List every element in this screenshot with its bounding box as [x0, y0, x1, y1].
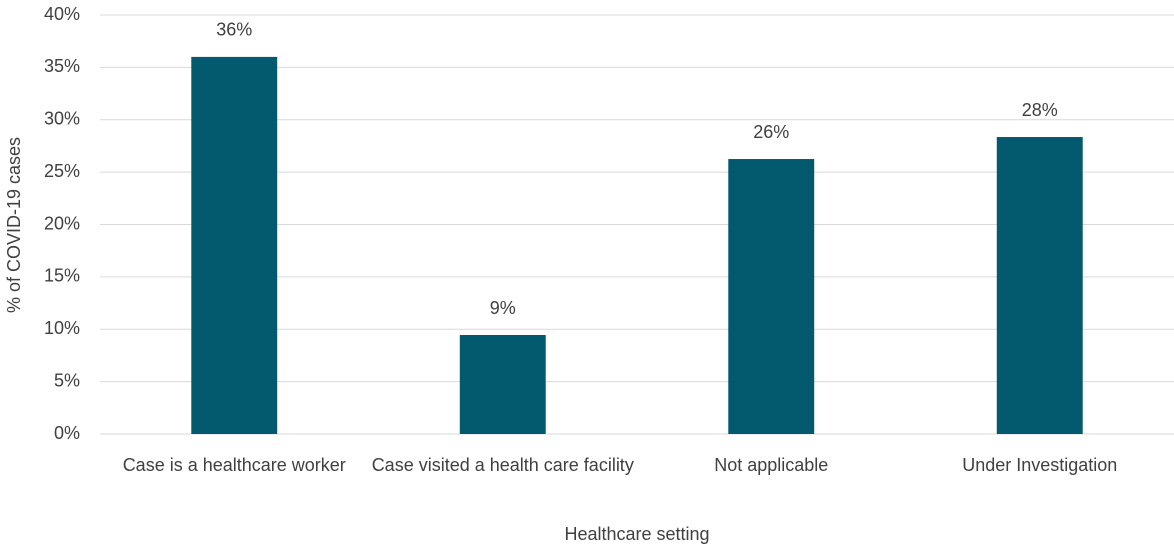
- y-tick-label: 40%: [44, 4, 80, 24]
- y-tick-label: 15%: [44, 266, 80, 286]
- y-axis-title: % of COVID-19 cases: [4, 137, 24, 313]
- y-tick-label: 35%: [44, 56, 80, 76]
- data-label: 28%: [1022, 100, 1058, 120]
- bar: [728, 159, 815, 434]
- bar: [459, 335, 546, 434]
- y-tick-label: 10%: [44, 318, 80, 338]
- y-tick-label: 30%: [44, 109, 80, 129]
- x-tick-label: Under Investigation: [962, 455, 1118, 475]
- y-tick-label: 20%: [44, 213, 80, 233]
- data-label: 9%: [490, 298, 516, 318]
- bar: [996, 137, 1083, 434]
- y-tick-label: 25%: [44, 161, 80, 181]
- y-tick-label: 0%: [54, 423, 80, 443]
- x-tick-label: Not applicable: [714, 455, 829, 475]
- data-label: 26%: [753, 122, 789, 142]
- x-tick-label: Case is a healthcare worker: [122, 455, 346, 475]
- bar: [191, 56, 278, 435]
- x-axis-title: Healthcare setting: [564, 524, 709, 544]
- y-tick-label: 5%: [54, 370, 80, 390]
- x-tick-label: Case visited a health care facility: [371, 455, 634, 475]
- data-label: 36%: [216, 20, 252, 40]
